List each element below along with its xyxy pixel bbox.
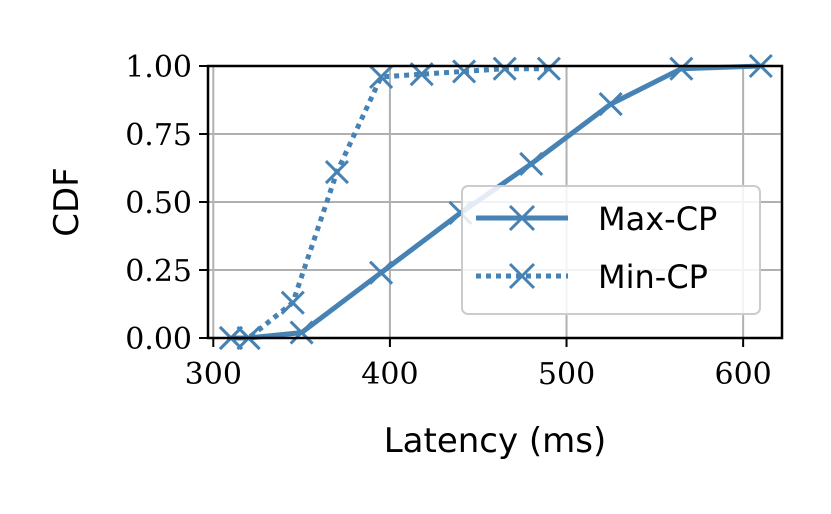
y-axis-label: CDF <box>47 167 87 236</box>
y-axis-ticks: 0.00 0.25 0.50 0.75 1.00 <box>125 50 208 357</box>
data-point-marker <box>452 59 477 84</box>
legend-marker-min-cp <box>508 262 536 290</box>
data-point-marker <box>324 160 349 185</box>
y-tick-label: 0.50 <box>125 186 192 221</box>
data-point-marker <box>598 92 623 117</box>
data-point-marker <box>289 320 314 345</box>
x-tick-label: 300 <box>185 357 242 392</box>
data-point-marker <box>369 64 394 89</box>
legend-label-min-cp: Min-CP <box>598 258 708 296</box>
x-tick-label: 500 <box>538 357 595 392</box>
data-point-marker <box>669 56 694 81</box>
data-point-marker <box>492 56 517 81</box>
y-tick-label: 0.25 <box>125 254 192 289</box>
legend-marker-max-cp <box>508 204 536 232</box>
data-point-marker <box>536 56 561 81</box>
legend: Max-CP Min-CP <box>461 185 761 315</box>
data-point-marker <box>369 260 394 285</box>
data-point-marker <box>280 290 305 315</box>
x-axis-ticks: 300 400 500 600 <box>185 338 772 392</box>
data-point-marker <box>519 151 544 176</box>
x-axis-label: Latency (ms) <box>384 421 607 461</box>
y-tick-label: 0.75 <box>125 118 192 153</box>
x-tick-label: 600 <box>715 357 772 392</box>
legend-item-max-cp: Max-CP <box>476 200 717 238</box>
legend-label-max-cp: Max-CP <box>598 200 717 238</box>
x-tick-label: 400 <box>361 357 418 392</box>
y-tick-label: 0.00 <box>125 322 192 357</box>
legend-item-min-cp: Min-CP <box>476 258 708 296</box>
y-tick-label: 1.00 <box>125 50 192 85</box>
